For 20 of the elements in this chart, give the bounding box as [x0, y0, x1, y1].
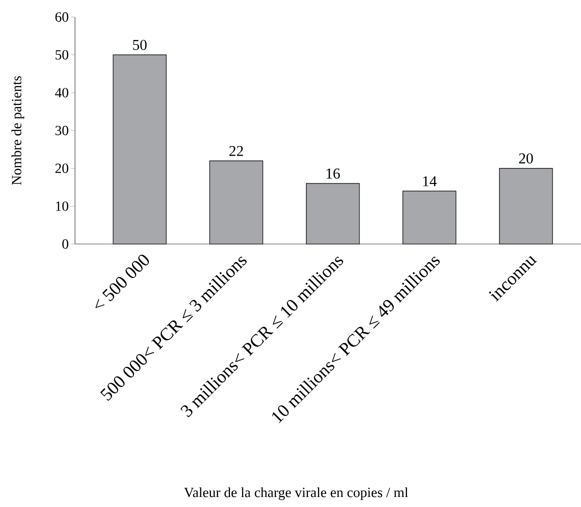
data-label: 20: [519, 153, 533, 164]
x-tick-label: < 500 000: [96, 254, 149, 308]
y-tick-label: 50: [56, 50, 68, 60]
y-tick-label: 20: [55, 164, 68, 174]
bar: [112, 54, 167, 244]
data-label: 14: [423, 176, 437, 186]
data-label: 50: [133, 40, 147, 50]
y-axis-title: Nombre de patients: [11, 76, 24, 185]
data-label: 22: [229, 146, 243, 156]
bar: [209, 160, 264, 244]
bar: [306, 183, 360, 244]
y-tick-label: 0: [62, 239, 68, 249]
y-tick-label: 40: [55, 88, 68, 98]
bar: [499, 168, 553, 244]
bar: [402, 190, 456, 244]
y-tick-label: 10: [56, 201, 68, 211]
y-tick-label: 60: [55, 12, 68, 22]
y-tick-label: 30: [55, 126, 68, 136]
x-axis-title: Valeur de la charge virale en copies / ml: [184, 487, 408, 500]
data-label: 16: [326, 168, 340, 179]
